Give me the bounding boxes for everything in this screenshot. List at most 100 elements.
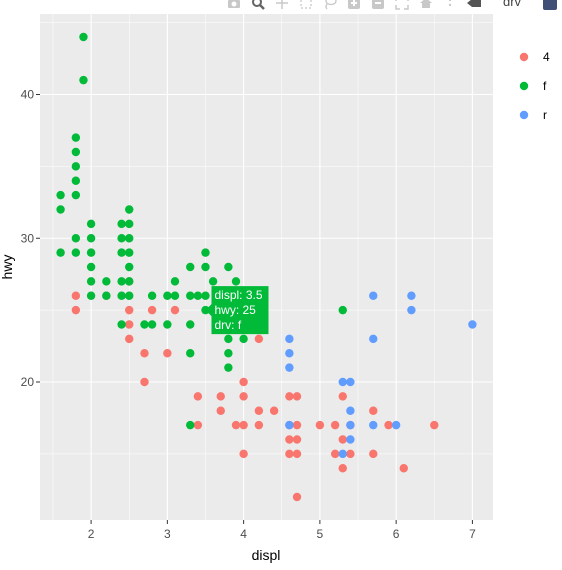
point-drv-f[interactable] xyxy=(186,420,195,430)
point-drv-f[interactable] xyxy=(117,277,126,286)
point-drv-4[interactable] xyxy=(239,420,248,430)
point-drv-4[interactable] xyxy=(269,406,279,415)
point-drv-f[interactable] xyxy=(117,248,126,257)
point-drv-f[interactable] xyxy=(186,349,195,358)
point-drv-f[interactable] xyxy=(163,320,172,329)
point-drv-4[interactable] xyxy=(292,420,302,430)
camera-icon[interactable] xyxy=(222,0,246,12)
point-drv-f[interactable] xyxy=(79,32,88,42)
point-drv-f[interactable] xyxy=(147,320,157,329)
point-drv-4[interactable] xyxy=(292,435,302,444)
point-drv-f[interactable] xyxy=(125,205,134,214)
point-drv-r[interactable] xyxy=(338,449,347,459)
point-drv-4[interactable] xyxy=(239,377,248,387)
point-drv-4[interactable] xyxy=(193,420,203,430)
point-drv-4[interactable] xyxy=(338,392,347,401)
point-drv-4[interactable] xyxy=(254,334,264,344)
point-drv-4[interactable] xyxy=(330,420,340,430)
point-drv-4[interactable] xyxy=(292,449,302,459)
point-drv-4[interactable] xyxy=(254,420,264,430)
point-drv-4[interactable] xyxy=(399,464,408,473)
point-drv-f[interactable] xyxy=(86,248,96,257)
point-drv-4[interactable] xyxy=(369,449,378,459)
point-drv-f[interactable] xyxy=(170,291,180,300)
point-drv-f[interactable] xyxy=(239,334,248,344)
point-drv-r[interactable] xyxy=(369,291,378,300)
point-drv-r[interactable] xyxy=(338,377,347,387)
point-drv-4[interactable] xyxy=(338,435,347,444)
point-drv-4[interactable] xyxy=(285,435,294,444)
point-drv-4[interactable] xyxy=(163,349,172,358)
point-drv-f[interactable] xyxy=(117,234,126,243)
point-drv-f[interactable] xyxy=(125,248,134,257)
home-icon[interactable] xyxy=(414,0,438,12)
point-drv-f[interactable] xyxy=(79,75,88,85)
point-drv-f[interactable] xyxy=(56,205,65,214)
point-drv-4[interactable] xyxy=(285,392,294,401)
point-drv-f[interactable] xyxy=(147,291,157,300)
point-drv-4[interactable] xyxy=(140,377,149,387)
point-drv-4[interactable] xyxy=(239,449,248,459)
point-drv-f[interactable] xyxy=(193,291,203,300)
spike-lines-icon[interactable] xyxy=(438,0,462,12)
point-drv-f[interactable] xyxy=(71,190,81,200)
pan-icon[interactable] xyxy=(270,0,294,12)
point-drv-4[interactable] xyxy=(231,420,241,430)
point-drv-f[interactable] xyxy=(186,262,195,272)
point-drv-f[interactable] xyxy=(117,291,126,300)
point-drv-f[interactable] xyxy=(125,234,134,243)
point-drv-f[interactable] xyxy=(224,349,233,358)
point-drv-4[interactable] xyxy=(292,492,302,502)
point-drv-f[interactable] xyxy=(71,176,81,185)
point-drv-f[interactable] xyxy=(86,277,96,286)
point-drv-r[interactable] xyxy=(407,305,416,315)
point-drv-f[interactable] xyxy=(86,234,96,243)
point-drv-f[interactable] xyxy=(102,277,111,286)
point-drv-4[interactable] xyxy=(193,392,203,401)
point-drv-f[interactable] xyxy=(224,334,233,344)
point-drv-4[interactable] xyxy=(125,305,134,315)
point-drv-f[interactable] xyxy=(56,248,65,257)
zoom-icon[interactable] xyxy=(246,0,270,12)
point-drv-f[interactable] xyxy=(86,219,96,229)
point-drv-f[interactable] xyxy=(71,248,81,257)
point-drv-r[interactable] xyxy=(285,334,294,344)
point-drv-f[interactable] xyxy=(71,133,81,142)
point-drv-f[interactable] xyxy=(86,291,96,300)
point-drv-4[interactable] xyxy=(384,420,393,430)
point-drv-f[interactable] xyxy=(201,291,210,300)
point-drv-4[interactable] xyxy=(216,392,225,401)
point-drv-r[interactable] xyxy=(346,435,355,444)
point-drv-r[interactable] xyxy=(346,377,355,387)
point-drv-f[interactable] xyxy=(208,277,218,286)
point-drv-f[interactable] xyxy=(56,190,65,200)
point-drv-r[interactable] xyxy=(346,420,355,430)
point-drv-4[interactable] xyxy=(71,291,81,300)
point-drv-4[interactable] xyxy=(330,449,340,459)
point-drv-f[interactable] xyxy=(201,248,210,257)
lasso-select-icon[interactable] xyxy=(318,0,342,12)
point-drv-r[interactable] xyxy=(285,349,294,358)
point-drv-4[interactable] xyxy=(254,406,264,415)
point-drv-f[interactable] xyxy=(71,162,81,171)
compare-hover-icon[interactable] xyxy=(462,0,486,12)
point-drv-r[interactable] xyxy=(369,334,378,344)
point-drv-f[interactable] xyxy=(117,320,126,329)
box-select-icon[interactable] xyxy=(294,0,318,12)
point-drv-r[interactable] xyxy=(407,291,416,300)
point-drv-4[interactable] xyxy=(71,305,81,315)
point-drv-r[interactable] xyxy=(285,420,294,430)
point-drv-4[interactable] xyxy=(216,406,225,415)
point-drv-4[interactable] xyxy=(170,305,180,315)
point-drv-f[interactable] xyxy=(224,262,233,272)
autoscale-icon[interactable] xyxy=(390,0,414,12)
point-drv-f[interactable] xyxy=(338,305,347,315)
point-drv-4[interactable] xyxy=(125,334,134,344)
point-drv-f[interactable] xyxy=(170,277,180,286)
plotly-logo-icon[interactable] xyxy=(543,0,557,10)
point-drv-f[interactable] xyxy=(102,291,111,300)
point-drv-f[interactable] xyxy=(125,262,134,272)
point-drv-4[interactable] xyxy=(315,420,325,430)
point-drv-f[interactable] xyxy=(186,320,195,329)
